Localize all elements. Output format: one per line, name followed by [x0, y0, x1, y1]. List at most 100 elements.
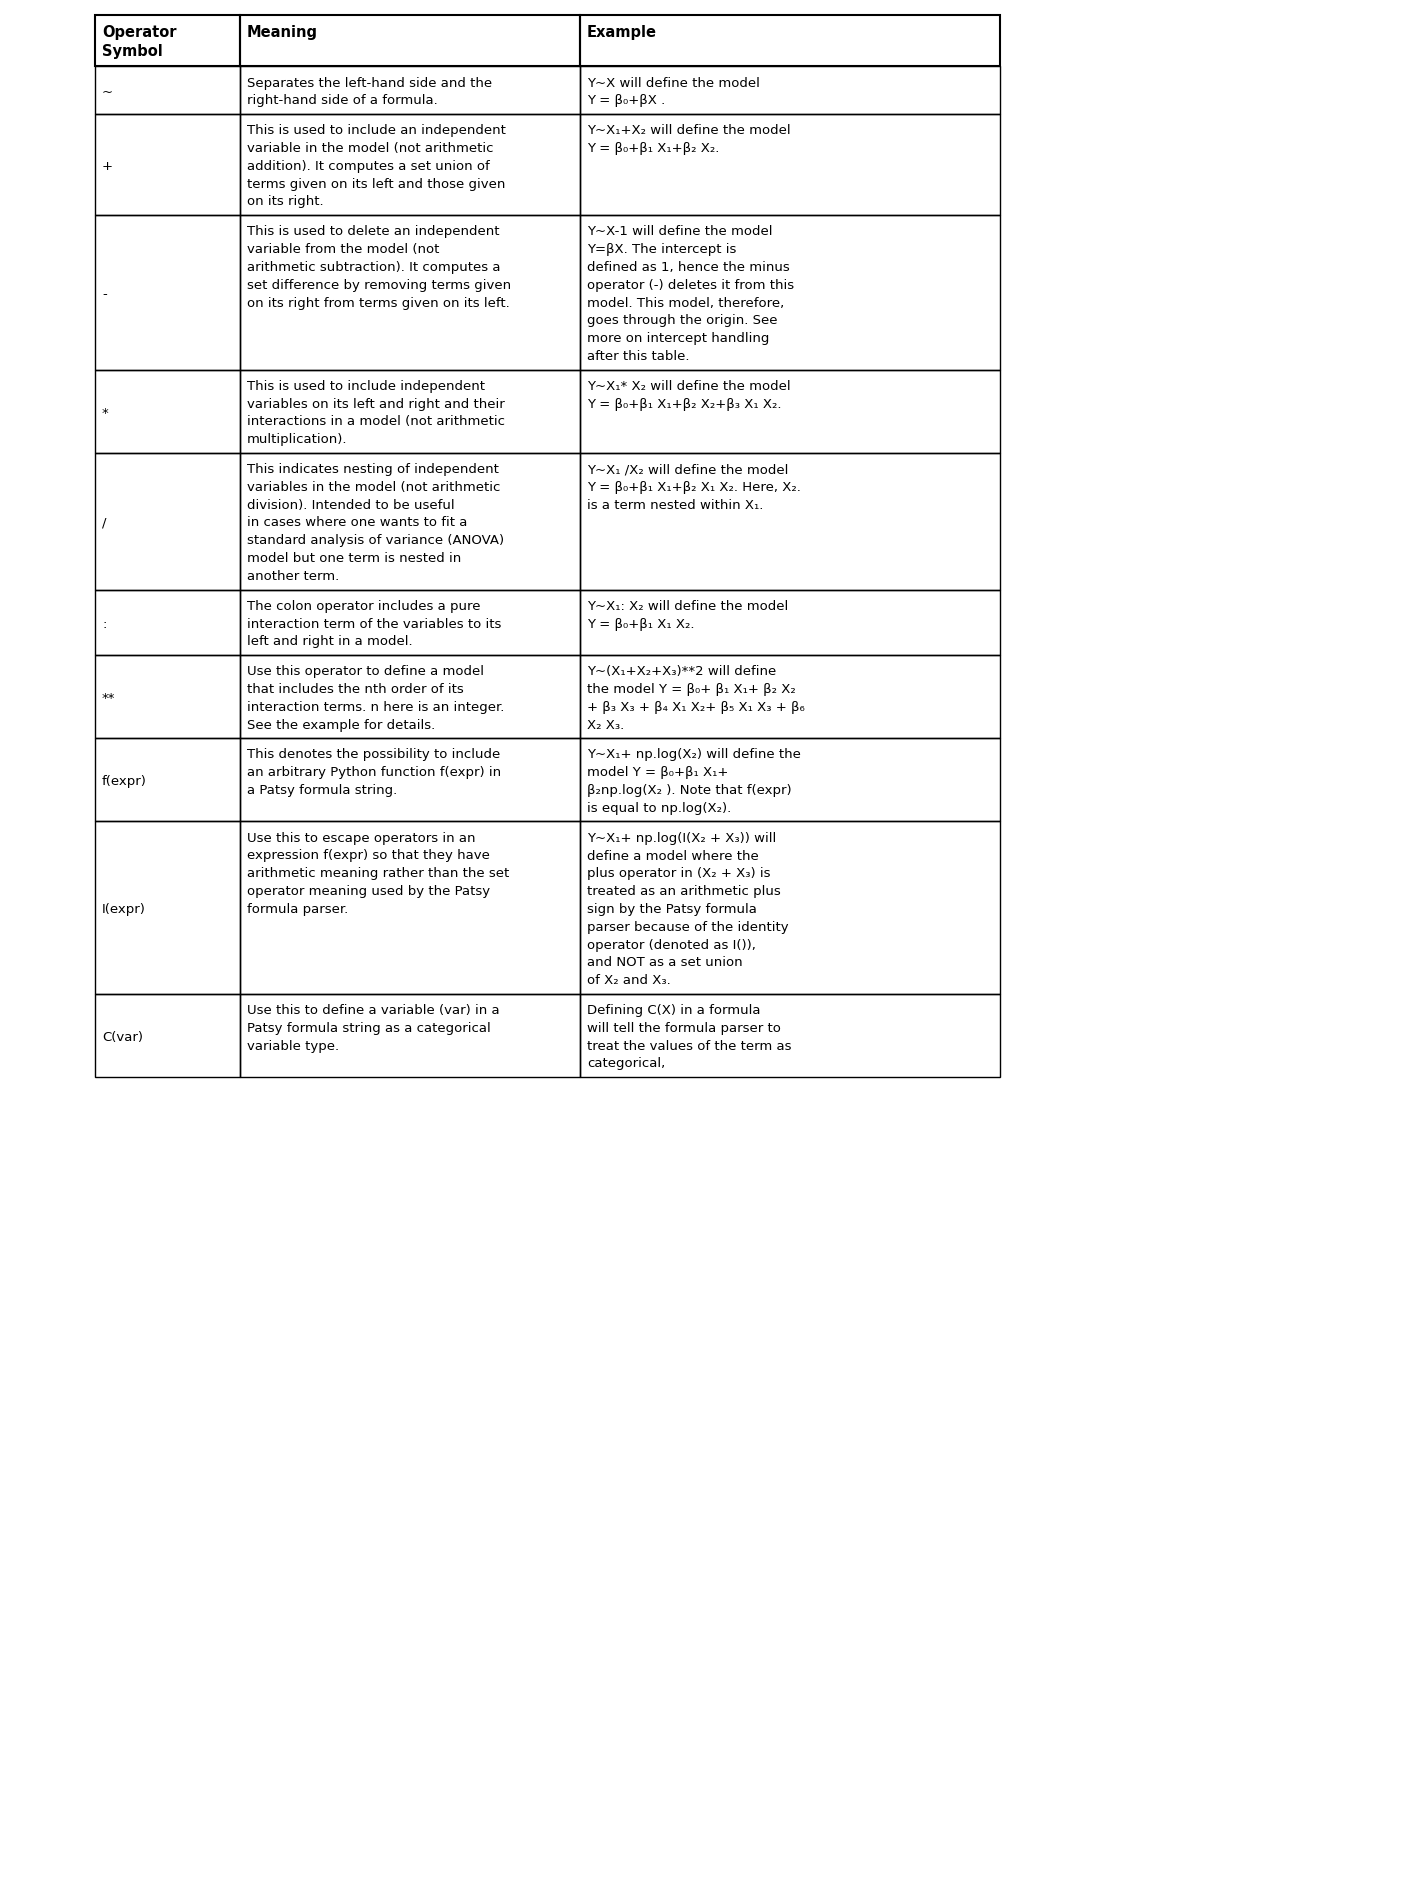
Text: Use this to escape operators in an: Use this to escape operators in an — [247, 832, 475, 846]
Text: This is used to delete an independent: This is used to delete an independent — [247, 226, 499, 238]
Text: define a model where the: define a model where the — [586, 849, 759, 863]
Text: **: ** — [101, 692, 116, 705]
Text: sign by the Patsy formula: sign by the Patsy formula — [586, 902, 756, 916]
Text: Use this operator to define a model: Use this operator to define a model — [247, 665, 484, 678]
Text: more on intercept handling: more on intercept handling — [586, 332, 769, 346]
Text: /: / — [101, 517, 107, 530]
Text: operator (denoted as I()),: operator (denoted as I()), — [586, 939, 756, 952]
Text: treat the values of the term as: treat the values of the term as — [586, 1039, 792, 1053]
Bar — [96, 114, 240, 215]
Text: variable in the model (not arithmetic: variable in the model (not arithmetic — [247, 142, 494, 156]
Text: is equal to np.log(X₂).: is equal to np.log(X₂). — [586, 802, 731, 815]
Text: This denotes the possibility to include: This denotes the possibility to include — [247, 749, 501, 762]
Text: set difference by removing terms given: set difference by removing terms given — [247, 279, 511, 293]
Bar — [96, 739, 240, 821]
Text: will tell the formula parser to: will tell the formula parser to — [586, 1022, 781, 1036]
Text: on its right from terms given on its left.: on its right from terms given on its lef… — [247, 296, 509, 310]
Text: division). Intended to be useful: division). Intended to be useful — [247, 498, 455, 511]
Text: variable from the model (not: variable from the model (not — [247, 243, 440, 256]
Text: terms given on its left and those given: terms given on its left and those given — [247, 179, 505, 190]
Bar — [579, 994, 1000, 1077]
Text: Y~X₁* X₂ will define the model: Y~X₁* X₂ will define the model — [586, 380, 791, 393]
Text: -: - — [101, 287, 107, 300]
Text: Y = β₀+β₁ X₁+β₂ X₂+β₃ X₁ X₂.: Y = β₀+β₁ X₁+β₂ X₂+β₃ X₁ X₂. — [586, 397, 782, 410]
Bar — [240, 821, 579, 994]
Bar — [579, 114, 1000, 215]
Text: +: + — [101, 160, 113, 173]
Bar — [240, 739, 579, 821]
Text: standard analysis of variance (ANOVA): standard analysis of variance (ANOVA) — [247, 534, 504, 547]
Text: Y = β₀+β₁ X₁ X₂.: Y = β₀+β₁ X₁ X₂. — [586, 618, 695, 631]
Text: left and right in a model.: left and right in a model. — [247, 635, 412, 648]
Text: arithmetic subtraction). It computes a: arithmetic subtraction). It computes a — [247, 260, 501, 274]
Bar — [240, 589, 579, 656]
Text: model. This model, therefore,: model. This model, therefore, — [586, 296, 785, 310]
Text: and NOT as a set union: and NOT as a set union — [586, 956, 742, 969]
Text: Y~X will define the model: Y~X will define the model — [586, 76, 759, 89]
Text: after this table.: after this table. — [586, 350, 689, 363]
Text: interaction terms. n here is an integer.: interaction terms. n here is an integer. — [247, 701, 504, 714]
Text: Y~X₁+ np.log(X₂) will define the: Y~X₁+ np.log(X₂) will define the — [586, 749, 801, 762]
Text: C(var): C(var) — [101, 1030, 143, 1043]
Text: The colon operator includes a pure: The colon operator includes a pure — [247, 600, 481, 612]
Text: interaction term of the variables to its: interaction term of the variables to its — [247, 618, 501, 631]
Text: Y~(X₁+X₂+X₃)**2 will define: Y~(X₁+X₂+X₃)**2 will define — [586, 665, 776, 678]
Text: Meaning: Meaning — [247, 25, 318, 40]
Text: This indicates nesting of independent: This indicates nesting of independent — [247, 464, 499, 477]
Text: ~: ~ — [101, 86, 113, 99]
Bar — [579, 656, 1000, 739]
Text: Patsy formula string as a categorical: Patsy formula string as a categorical — [247, 1022, 491, 1036]
Text: This is used to include an independent: This is used to include an independent — [247, 124, 507, 137]
Bar — [579, 15, 1000, 66]
Text: variables in the model (not arithmetic: variables in the model (not arithmetic — [247, 481, 501, 494]
Bar — [96, 589, 240, 656]
Text: Y = β₀+βX .: Y = β₀+βX . — [586, 95, 665, 108]
Text: Y~X₁+ np.log(I(X₂ + X₃)) will: Y~X₁+ np.log(I(X₂ + X₃)) will — [586, 832, 776, 846]
Text: See the example for details.: See the example for details. — [247, 718, 435, 732]
Text: treated as an arithmetic plus: treated as an arithmetic plus — [586, 885, 781, 899]
Text: I(expr): I(expr) — [101, 902, 146, 916]
Text: defined as 1, hence the minus: defined as 1, hence the minus — [586, 260, 789, 274]
Text: operator (-) deletes it from this: operator (-) deletes it from this — [586, 279, 793, 293]
Bar — [240, 66, 579, 114]
Text: :: : — [101, 618, 107, 631]
Text: formula parser.: formula parser. — [247, 902, 348, 916]
Text: Y~X₁ /X₂ will define the model: Y~X₁ /X₂ will define the model — [586, 464, 788, 477]
Text: Y~X₁: X₂ will define the model: Y~X₁: X₂ will define the model — [586, 600, 788, 612]
Bar — [240, 994, 579, 1077]
Text: Symbol: Symbol — [101, 44, 163, 59]
Text: Defining C(X) in a formula: Defining C(X) in a formula — [586, 1003, 761, 1016]
Text: Operator: Operator — [101, 25, 177, 40]
Text: Y = β₀+β₁ X₁+β₂ X₂.: Y = β₀+β₁ X₁+β₂ X₂. — [586, 142, 719, 156]
Bar — [96, 66, 240, 114]
Bar — [579, 215, 1000, 370]
Text: X₂ X₃.: X₂ X₃. — [586, 718, 624, 732]
Text: an arbitrary Python function f(expr) in: an arbitrary Python function f(expr) in — [247, 766, 501, 779]
Text: Example: Example — [586, 25, 656, 40]
Text: variables on its left and right and their: variables on its left and right and thei… — [247, 397, 505, 410]
Text: goes through the origin. See: goes through the origin. See — [586, 314, 778, 327]
Bar — [96, 15, 240, 66]
Text: on its right.: on its right. — [247, 196, 324, 209]
Bar — [579, 66, 1000, 114]
Text: a Patsy formula string.: a Patsy formula string. — [247, 785, 397, 798]
Bar — [579, 589, 1000, 656]
Text: interactions in a model (not arithmetic: interactions in a model (not arithmetic — [247, 416, 505, 428]
Bar — [240, 114, 579, 215]
Text: Separates the left-hand side and the: Separates the left-hand side and the — [247, 76, 492, 89]
Text: Y~X₁+X₂ will define the model: Y~X₁+X₂ will define the model — [586, 124, 791, 137]
Text: *: * — [101, 407, 108, 420]
Text: expression f(expr) so that they have: expression f(expr) so that they have — [247, 849, 489, 863]
Text: Use this to define a variable (var) in a: Use this to define a variable (var) in a — [247, 1003, 499, 1016]
Bar — [240, 452, 579, 589]
Bar — [240, 15, 579, 66]
Bar — [96, 994, 240, 1077]
Text: that includes the nth order of its: that includes the nth order of its — [247, 682, 464, 695]
Bar — [96, 821, 240, 994]
Bar — [579, 821, 1000, 994]
Text: right-hand side of a formula.: right-hand side of a formula. — [247, 95, 438, 108]
Text: model Y = β₀+β₁ X₁+: model Y = β₀+β₁ X₁+ — [586, 766, 728, 779]
Text: Y=βX. The intercept is: Y=βX. The intercept is — [586, 243, 736, 256]
Bar — [240, 370, 579, 452]
Text: parser because of the identity: parser because of the identity — [586, 922, 789, 933]
